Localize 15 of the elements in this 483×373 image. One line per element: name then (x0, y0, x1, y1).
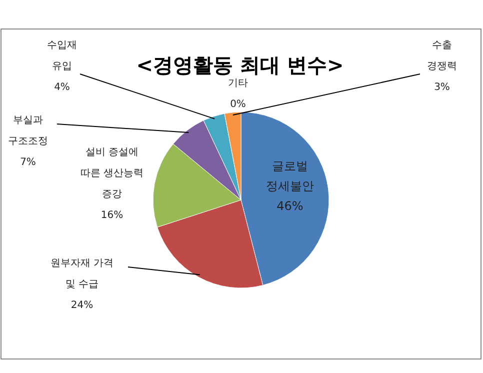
category-label: 기타 (228, 78, 248, 89)
data-label: 7% (20, 157, 36, 168)
text: 0% (230, 99, 246, 110)
data-label: 24% (70, 300, 94, 311)
text: <경영활동 최대 변수> (136, 53, 344, 77)
slice-label: 수출 경쟁력 (427, 40, 457, 72)
data-label: 4% (54, 82, 70, 93)
slice-label: 수입재 유입 (47, 40, 77, 72)
slice-label: 원부자재 가격 및 수급 (50, 258, 114, 290)
slice-label: 글로벌 정세불안 (266, 159, 314, 193)
data-label: 46% (276, 199, 304, 213)
data-label: 3% (434, 82, 450, 93)
slice-label: 설비 증설에 따른 생산능력 증강 (80, 147, 144, 200)
data-label: 16% (100, 210, 124, 221)
slice-label: 부실과 구조조정 (8, 115, 48, 147)
